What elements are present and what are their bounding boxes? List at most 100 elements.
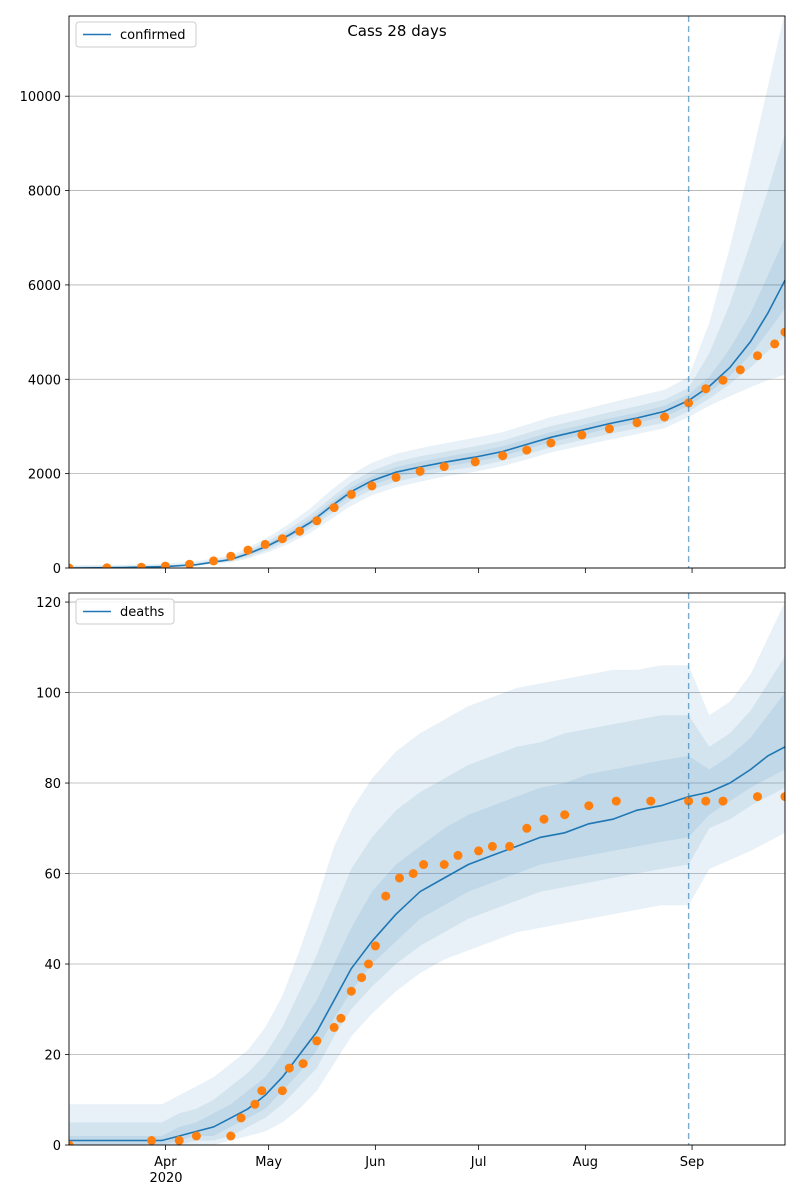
observed-point xyxy=(753,792,762,802)
observed-point xyxy=(346,986,356,996)
y-tick-label: 6000 xyxy=(28,279,61,294)
y-tick-label: 120 xyxy=(36,596,61,611)
model-line-deaths xyxy=(69,746,785,1142)
observed-point xyxy=(312,516,322,526)
uncertainty-band-inner xyxy=(69,237,785,568)
observed-point xyxy=(395,873,404,883)
observed-point xyxy=(391,472,401,482)
x-tick-label: Sep xyxy=(680,1155,705,1170)
uncertainty-band-outer xyxy=(69,602,785,1145)
observed-point xyxy=(329,1022,339,1032)
y-tick-label: 60 xyxy=(44,868,61,883)
observed-point xyxy=(408,869,418,878)
uncertainty-band-mid xyxy=(69,656,785,1145)
y-tick-label: 0 xyxy=(53,562,61,577)
observed-point xyxy=(257,1086,267,1096)
observed-point xyxy=(470,457,480,467)
model-line-confirmed xyxy=(69,279,785,568)
observed-point xyxy=(718,796,728,806)
observed-point xyxy=(329,503,339,513)
observed-point xyxy=(684,796,694,806)
axes-frame xyxy=(68,592,786,1146)
observed-point xyxy=(439,462,449,472)
observed-point xyxy=(505,841,515,851)
observed-point xyxy=(226,551,236,561)
y-tick-label: 80 xyxy=(44,777,61,792)
observed-point xyxy=(174,1136,184,1145)
x-year-label: 2020 xyxy=(149,1171,182,1186)
observed-point xyxy=(770,339,780,349)
observed-point xyxy=(250,1099,260,1109)
observed-point xyxy=(780,327,785,337)
observed-point xyxy=(560,810,570,820)
plot-area xyxy=(69,16,785,568)
legend-box xyxy=(75,598,175,625)
uncertainty-band-outer xyxy=(69,16,785,568)
observed-point xyxy=(364,959,373,969)
observed-point xyxy=(522,823,532,833)
observed-point xyxy=(357,973,367,983)
x-tick-label: Jul xyxy=(470,1155,487,1170)
observed-point xyxy=(185,559,194,568)
x-tick-label: Aug xyxy=(573,1155,598,1170)
observed-point xyxy=(453,850,463,860)
x-tick-label: Jun xyxy=(364,1155,385,1170)
observed-point xyxy=(284,1063,294,1073)
observed-point xyxy=(312,1036,322,1046)
observed-point xyxy=(419,860,429,869)
observed-point xyxy=(136,562,146,568)
x-tick-label: Apr xyxy=(154,1155,177,1170)
observed-point xyxy=(69,563,74,568)
observed-point xyxy=(684,398,694,408)
observed-point xyxy=(209,556,219,566)
observed-point xyxy=(753,351,762,361)
y-tick-label: 20 xyxy=(44,1049,61,1064)
observed-point xyxy=(69,1140,74,1145)
observed-point xyxy=(336,1013,346,1023)
observed-point xyxy=(298,1059,308,1069)
deaths-panel: 0 20 40 60 80 100 120 Apr May Jun Jul Aug Sep deaths xyxy=(36,592,786,1170)
observed-point xyxy=(577,430,587,440)
observed-point xyxy=(370,941,380,951)
uncertainty-band-mid xyxy=(69,133,785,568)
observed-point xyxy=(487,841,497,851)
legend-label: deaths xyxy=(120,605,165,620)
observed-point xyxy=(646,796,656,806)
observed-point xyxy=(381,891,391,901)
observed-point xyxy=(718,375,728,385)
observed-point xyxy=(735,365,745,375)
y-tick-label: 4000 xyxy=(28,373,61,388)
y-tick-label: 0 xyxy=(53,1139,61,1154)
observed-point xyxy=(260,539,270,549)
observed-point xyxy=(147,1136,157,1145)
plot-area xyxy=(69,602,785,1145)
observed-point xyxy=(367,481,377,491)
observed-point xyxy=(415,466,425,476)
observed-point xyxy=(226,1131,236,1141)
observed-point xyxy=(539,814,549,824)
observed-point xyxy=(498,451,508,461)
observed-point xyxy=(604,424,614,434)
observed-point xyxy=(780,792,785,802)
x-tick-label: May xyxy=(255,1155,282,1170)
axes-frame xyxy=(68,15,786,569)
y-tick-label: 10000 xyxy=(20,90,61,105)
confirmed-panel: 0 2000 4000 6000 8000 10000 confirmed xyxy=(20,15,786,577)
observed-point xyxy=(346,489,356,499)
y-tick-label: 8000 xyxy=(28,185,61,200)
y-tick-label: 40 xyxy=(44,958,61,973)
observed-point xyxy=(701,796,711,806)
observed-point xyxy=(584,801,594,811)
observed-point xyxy=(611,796,621,806)
observed-point xyxy=(277,534,287,544)
observed-point xyxy=(160,561,170,568)
observed-point xyxy=(102,563,112,568)
y-tick-label: 100 xyxy=(36,687,61,702)
legend-label: confirmed xyxy=(120,28,186,43)
observed-point xyxy=(439,860,449,869)
observed-point xyxy=(632,418,642,428)
observed-point xyxy=(546,438,556,448)
observed-point xyxy=(660,412,669,422)
observed-point xyxy=(243,545,253,555)
